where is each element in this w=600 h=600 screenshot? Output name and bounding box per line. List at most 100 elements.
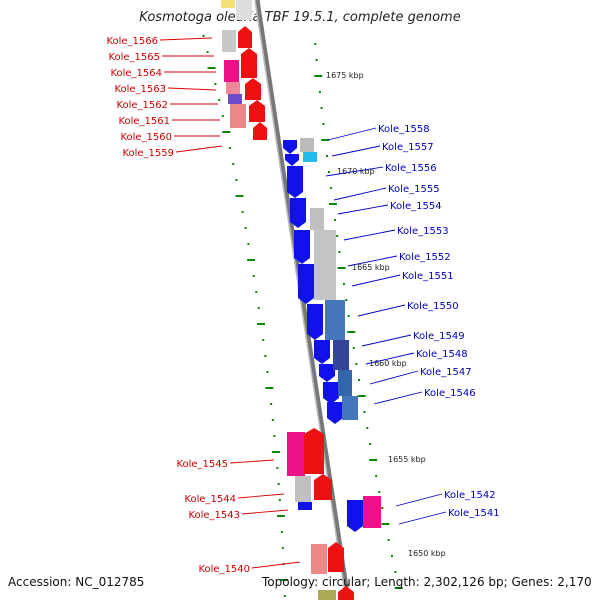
- label-leader-line: [351, 274, 401, 287]
- gene-label[interactable]: Kole_1552: [399, 252, 451, 263]
- gene-block: [298, 502, 312, 510]
- gene-block: [221, 0, 235, 8]
- gene-arrow: [338, 586, 354, 600]
- gene-block: [224, 60, 239, 82]
- gene-label[interactable]: Kole_1550: [407, 301, 459, 312]
- gene-label[interactable]: Kole_1548: [416, 349, 468, 360]
- gene-block: [236, 0, 252, 20]
- label-leader-line: [395, 493, 443, 507]
- gene-label[interactable]: Kole_1556: [385, 163, 437, 174]
- label-leader-line: [175, 145, 223, 153]
- gene-label[interactable]: Kole_1561: [118, 116, 170, 127]
- gene-label[interactable]: Kole_1559: [122, 148, 174, 159]
- label-leader-line: [337, 204, 389, 215]
- label-leader-line: [347, 255, 398, 267]
- label-leader-line: [398, 511, 447, 525]
- gene-label[interactable]: Kole_1564: [110, 68, 162, 79]
- gene-block: [342, 396, 358, 420]
- gene-arrow: [249, 100, 265, 122]
- gene-label[interactable]: Kole_1542: [444, 490, 496, 501]
- gene-arrow: [304, 428, 324, 474]
- label-leader-line: [251, 561, 301, 569]
- gene-label[interactable]: Kole_1563: [114, 84, 166, 95]
- label-leader-line: [369, 370, 419, 385]
- label-leader-line: [333, 187, 387, 201]
- label-leader-line: [365, 352, 415, 365]
- gene-label[interactable]: Kole_1553: [397, 226, 449, 237]
- gene-arrow: [245, 78, 261, 100]
- gene-block: [325, 300, 345, 340]
- gene-arrow: [285, 154, 299, 166]
- label-leader-line: [167, 87, 217, 91]
- label-leader-line: [331, 145, 381, 157]
- gene-block: [363, 496, 381, 528]
- left-gene-labels: Kole_1566 Kole_1565 Kole_1564 Kole_1563 Kole…: [106, 36, 301, 575]
- gene-label[interactable]: Kole_1554: [390, 201, 442, 212]
- gene-label[interactable]: Kole_1557: [382, 142, 434, 153]
- gene-block: [318, 590, 336, 600]
- gene-arrow: [287, 166, 303, 198]
- label-leader-line: [361, 334, 412, 347]
- gene-arrow: [314, 474, 332, 500]
- gene-block: [300, 138, 314, 152]
- gene-label[interactable]: Kole_1558: [378, 124, 430, 135]
- gene-label[interactable]: Kole_1541: [448, 508, 500, 519]
- gene-arrow: [327, 402, 343, 424]
- gene-label[interactable]: Kole_1546: [424, 388, 476, 399]
- gene-block: [295, 476, 311, 502]
- gene-block: [228, 94, 242, 104]
- label-leader-line: [237, 493, 285, 499]
- gene-label[interactable]: Kole_1565: [108, 52, 160, 63]
- gene-arrow: [253, 122, 267, 140]
- label-leader-line: [373, 391, 423, 405]
- gene-label[interactable]: Kole_1544: [184, 494, 236, 505]
- label-leader-line: [229, 459, 275, 464]
- genome-summary-text: Topology: circular; Length: 2,302,126 bp…: [262, 575, 592, 589]
- gene-arrow: [307, 304, 323, 340]
- gene-block: [222, 30, 236, 52]
- gene-arrow: [290, 198, 306, 228]
- gene-block: [303, 152, 317, 162]
- gene-label[interactable]: Kole_1555: [388, 184, 440, 195]
- label-leader-line: [241, 509, 289, 515]
- label-leader-line: [343, 229, 396, 241]
- gene-arrow: [323, 382, 339, 404]
- kbp-label: 1660 kbp: [369, 359, 407, 368]
- label-leader-line: [325, 166, 384, 177]
- gene-block: [230, 104, 246, 128]
- gene-arrow: [283, 140, 297, 154]
- gene-label[interactable]: Kole_1543: [188, 510, 240, 521]
- gene-arrow: [314, 340, 330, 364]
- gene-block: [310, 208, 324, 230]
- gene-block: [226, 82, 240, 94]
- gene-block: [287, 432, 305, 476]
- gene-label[interactable]: Kole_1540: [198, 564, 250, 575]
- kbp-label: 1665 kbp: [352, 263, 390, 272]
- kbp-label: 1655 kbp: [388, 455, 426, 464]
- label-leader-line: [357, 304, 406, 317]
- gene-label[interactable]: Kole_1547: [420, 367, 472, 378]
- gene-arrow: [294, 230, 310, 264]
- gene-block: [338, 370, 352, 396]
- gene-label[interactable]: Kole_1551: [402, 271, 454, 282]
- gene-arrow: [241, 48, 257, 78]
- kbp-label: 1650 kbp: [408, 549, 446, 558]
- gene-arrow: [238, 26, 252, 48]
- gene-arrow: [328, 542, 344, 572]
- gene-arrow: [298, 264, 314, 304]
- label-leader-line: [159, 37, 213, 41]
- map-title: Kosmotoga olearia TBF 19.5.1, complete g…: [139, 10, 461, 25]
- right-gene-labels: Kole_1558 Kole_1557 Kole_1556 Kole_1555 Kole…: [325, 124, 500, 525]
- gene-block: [311, 544, 327, 574]
- gene-block: [314, 230, 336, 300]
- gene-arrow: [347, 500, 363, 532]
- gene-label[interactable]: Kole_1545: [176, 459, 228, 470]
- accession-text: Accession: NC_012785: [8, 575, 145, 589]
- gene-label[interactable]: Kole_1549: [413, 331, 465, 342]
- gene-label[interactable]: Kole_1566: [106, 36, 158, 47]
- gene-block: [333, 340, 349, 370]
- gene-label[interactable]: Kole_1562: [116, 100, 168, 111]
- gene-label[interactable]: Kole_1560: [120, 132, 172, 143]
- gene-features: [221, 0, 381, 600]
